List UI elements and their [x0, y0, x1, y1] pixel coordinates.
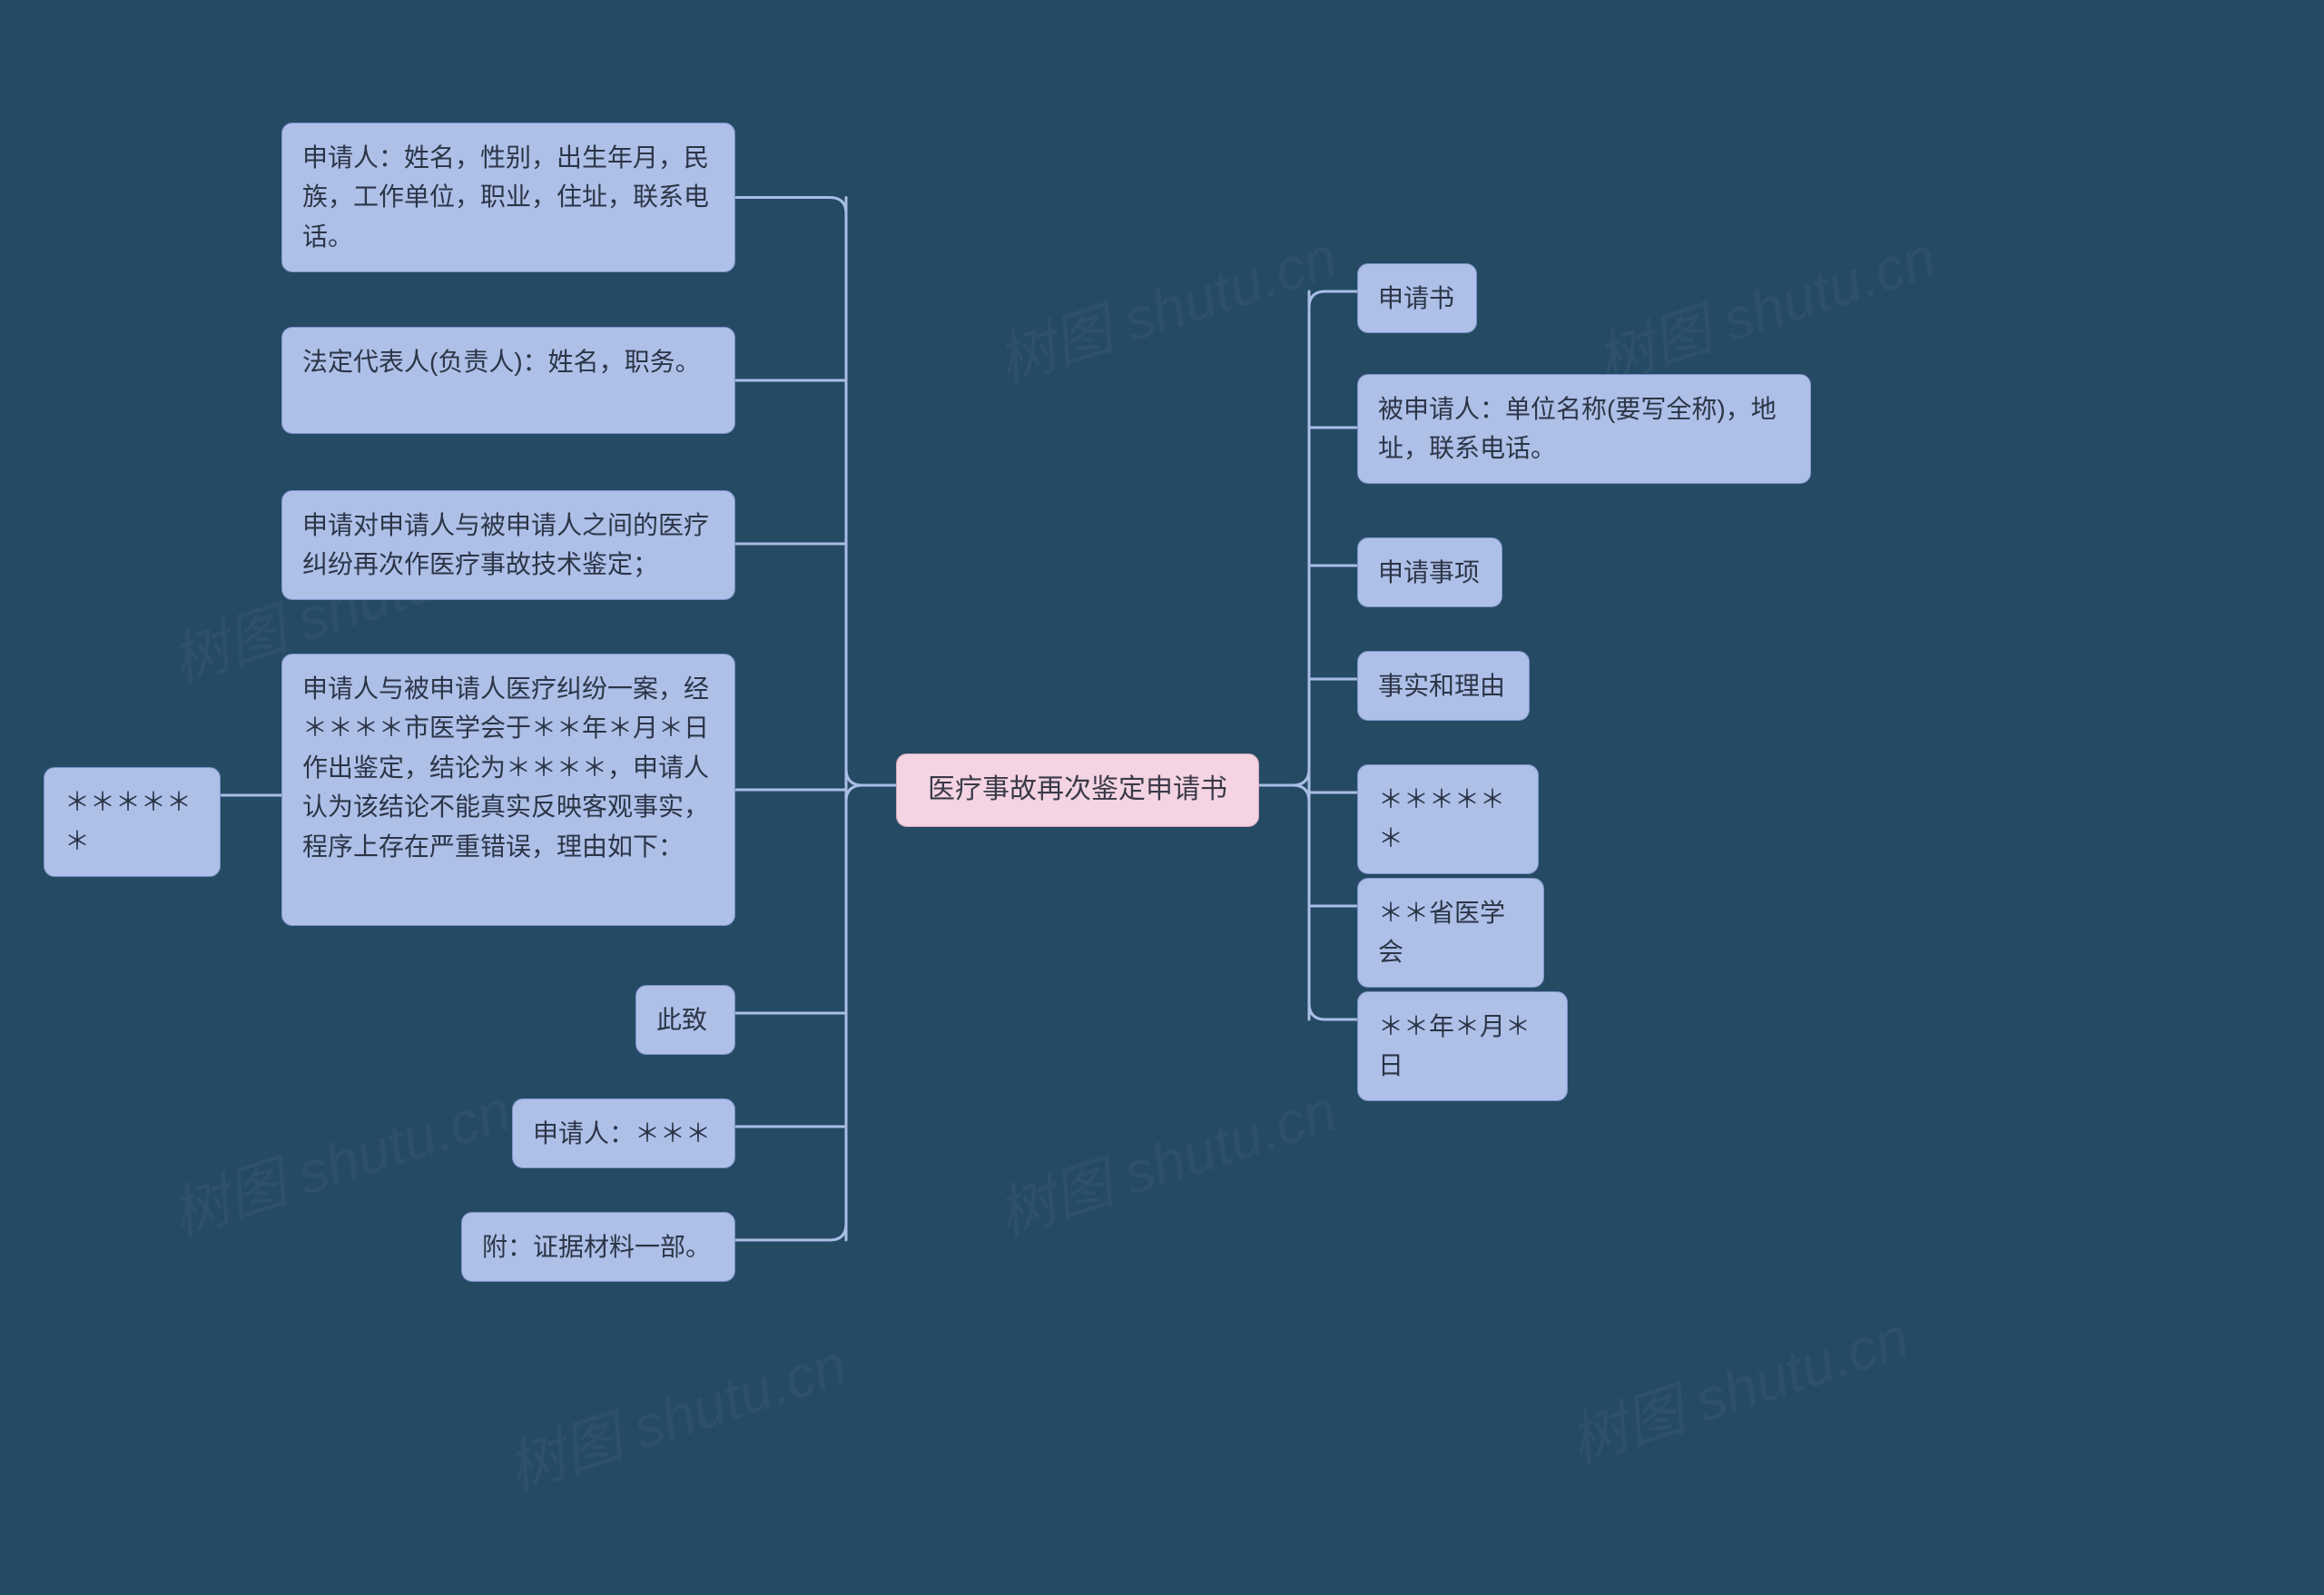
- right-node[interactable]: 申请书: [1357, 263, 1477, 333]
- left-node[interactable]: 申请人与被申请人医疗纠纷一案，经＊＊＊＊市医学会于＊＊年＊月＊日作出鉴定，结论为…: [281, 654, 735, 926]
- left-node[interactable]: 申请人：姓名，性别，出生年月，民族，工作单位，职业，住址，联系电话。: [281, 123, 735, 272]
- watermark: 树图 shutu.cn: [985, 211, 1345, 399]
- left-node[interactable]: 法定代表人(负责人)：姓名，职务。: [281, 327, 735, 434]
- left-subnode[interactable]: ＊＊＊＊＊＊: [44, 767, 221, 877]
- watermark: 树图 shutu.cn: [1557, 1291, 1917, 1479]
- right-node[interactable]: 被申请人：单位名称(要写全称)，地址，联系电话。: [1357, 374, 1811, 484]
- right-node[interactable]: ＊＊年＊月＊日: [1357, 991, 1568, 1101]
- right-node[interactable]: 申请事项: [1357, 537, 1502, 607]
- left-node[interactable]: 申请人：＊＊＊: [512, 1098, 735, 1168]
- watermark: 树图 shutu.cn: [985, 1064, 1345, 1252]
- left-node[interactable]: 此致: [635, 985, 735, 1055]
- mindmap-canvas: 树图 shutu.cn 树图 shutu.cn 树图 shutu.cn 树图 shut…: [0, 0, 2324, 1595]
- right-node[interactable]: ＊＊省医学会: [1357, 878, 1544, 988]
- watermark: 树图 shutu.cn: [495, 1318, 855, 1506]
- left-node[interactable]: 附：证据材料一部。: [461, 1212, 735, 1282]
- right-node[interactable]: ＊＊＊＊＊＊: [1357, 764, 1539, 874]
- center-node[interactable]: 医疗事故再次鉴定申请书: [896, 753, 1259, 827]
- watermark: 树图 shutu.cn: [1584, 211, 1945, 399]
- right-node[interactable]: 事实和理由: [1357, 651, 1530, 721]
- left-node[interactable]: 申请对申请人与被申请人之间的医疗纠纷再次作医疗事故技术鉴定；: [281, 490, 735, 600]
